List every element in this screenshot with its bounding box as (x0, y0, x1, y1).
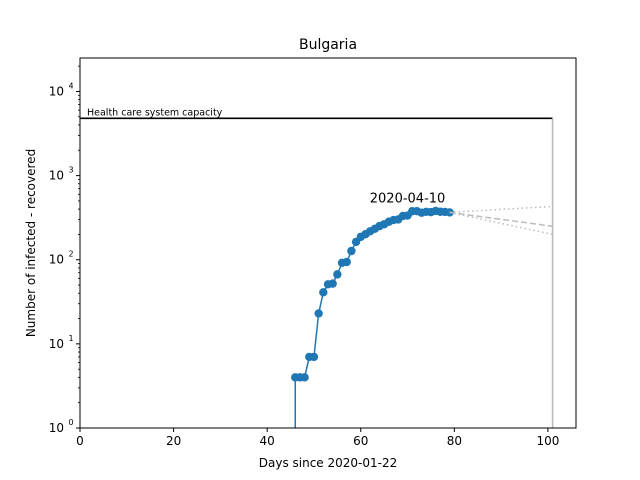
y-axis-label: Number of infected - recovered (24, 149, 38, 337)
y-tick-exponent: 2 (68, 250, 73, 259)
y-tick-label: 10 (49, 337, 64, 351)
series-line-2 (449, 205, 553, 214)
axes-frame (79, 57, 577, 429)
data-point (342, 257, 351, 267)
date-annotation: 2020-04-10 (370, 192, 446, 207)
y-tick-exponent: 3 (68, 166, 73, 175)
y-tick-label: 10 (49, 253, 64, 267)
plot-area: Health care system capacity 2020-04-10 (80, 107, 554, 428)
x-tick-label: 0 (76, 434, 84, 448)
x-tick-label: 40 (260, 434, 275, 448)
data-point (314, 309, 323, 318)
y-tick-label: 10 (49, 169, 64, 183)
data-point (333, 270, 342, 279)
y-axis: 10 0 10 1 10 2 10 3 10 4 (49, 65, 80, 435)
data-point (347, 246, 356, 256)
y-tick-exponent: 1 (68, 334, 73, 343)
x-tick-label: 80 (447, 434, 462, 448)
x-axis: 0 20 40 60 80 100 (76, 428, 559, 448)
data-point (328, 279, 337, 288)
y-tick-exponent: 4 (68, 81, 73, 90)
x-axis-label: Days since 2020-01-22 (259, 456, 398, 470)
x-tick-label: 100 (536, 434, 559, 448)
x-tick-label: 60 (353, 434, 368, 448)
y-tick-label: 10 (49, 421, 64, 435)
data-point (309, 352, 319, 362)
data-point (300, 373, 309, 382)
series-line-1 (449, 211, 553, 228)
y-tick-exponent: 0 (68, 418, 73, 427)
data-point (319, 288, 328, 297)
chart-title: Bulgaria (299, 37, 357, 53)
y-tick-label: 10 (49, 84, 64, 98)
x-tick-label: 20 (166, 434, 181, 448)
capacity-label: Health care system capacity (87, 107, 223, 118)
